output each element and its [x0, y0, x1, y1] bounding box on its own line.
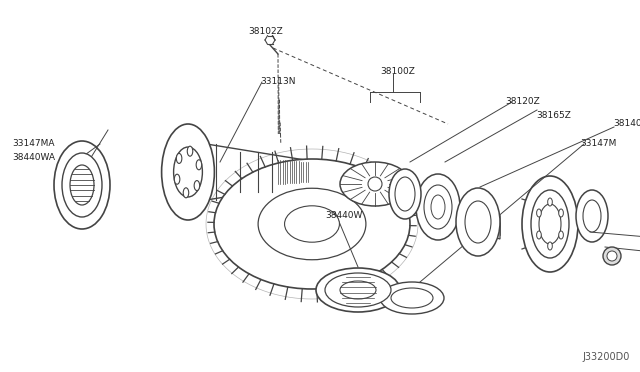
Text: 38440WA: 38440WA: [12, 154, 55, 163]
Polygon shape: [410, 183, 500, 239]
Ellipse shape: [548, 242, 552, 250]
Ellipse shape: [456, 188, 500, 256]
Ellipse shape: [559, 231, 563, 239]
Text: 38440W: 38440W: [325, 211, 362, 219]
Ellipse shape: [431, 195, 445, 219]
Circle shape: [607, 251, 617, 261]
Ellipse shape: [576, 190, 608, 242]
Ellipse shape: [173, 147, 202, 197]
Ellipse shape: [536, 231, 541, 239]
Polygon shape: [207, 144, 305, 200]
Ellipse shape: [424, 185, 452, 229]
Ellipse shape: [196, 160, 202, 170]
Ellipse shape: [188, 146, 193, 156]
Circle shape: [368, 177, 382, 191]
Ellipse shape: [583, 200, 601, 232]
Text: 38102Z: 38102Z: [248, 28, 283, 36]
Ellipse shape: [177, 153, 182, 163]
Ellipse shape: [522, 176, 578, 272]
Ellipse shape: [416, 174, 460, 240]
Ellipse shape: [325, 273, 391, 307]
Ellipse shape: [70, 165, 94, 205]
Ellipse shape: [340, 281, 376, 299]
Ellipse shape: [465, 201, 491, 243]
Ellipse shape: [161, 124, 214, 220]
Ellipse shape: [391, 288, 433, 308]
Ellipse shape: [380, 282, 444, 314]
Ellipse shape: [316, 268, 400, 312]
Ellipse shape: [183, 188, 189, 198]
Ellipse shape: [194, 180, 200, 190]
Text: 38165Z: 38165Z: [536, 112, 571, 121]
Ellipse shape: [389, 169, 421, 219]
Text: 33147M: 33147M: [580, 140, 616, 148]
Ellipse shape: [548, 198, 552, 206]
Text: 33147MA: 33147MA: [12, 140, 54, 148]
Text: 38100Z: 38100Z: [380, 67, 415, 77]
Ellipse shape: [174, 174, 180, 184]
Text: 33113N: 33113N: [260, 77, 296, 87]
Ellipse shape: [258, 188, 366, 260]
Circle shape: [603, 247, 621, 265]
Ellipse shape: [395, 177, 415, 211]
Ellipse shape: [340, 162, 410, 206]
Text: 38120Z: 38120Z: [505, 97, 540, 106]
Ellipse shape: [54, 141, 110, 229]
Ellipse shape: [285, 206, 339, 242]
Text: J33200D0: J33200D0: [582, 352, 630, 362]
Ellipse shape: [559, 209, 563, 217]
Ellipse shape: [536, 209, 541, 217]
Text: 38140Z: 38140Z: [613, 119, 640, 128]
Ellipse shape: [539, 204, 561, 244]
Ellipse shape: [531, 190, 569, 258]
Ellipse shape: [214, 159, 410, 289]
Ellipse shape: [62, 153, 102, 217]
